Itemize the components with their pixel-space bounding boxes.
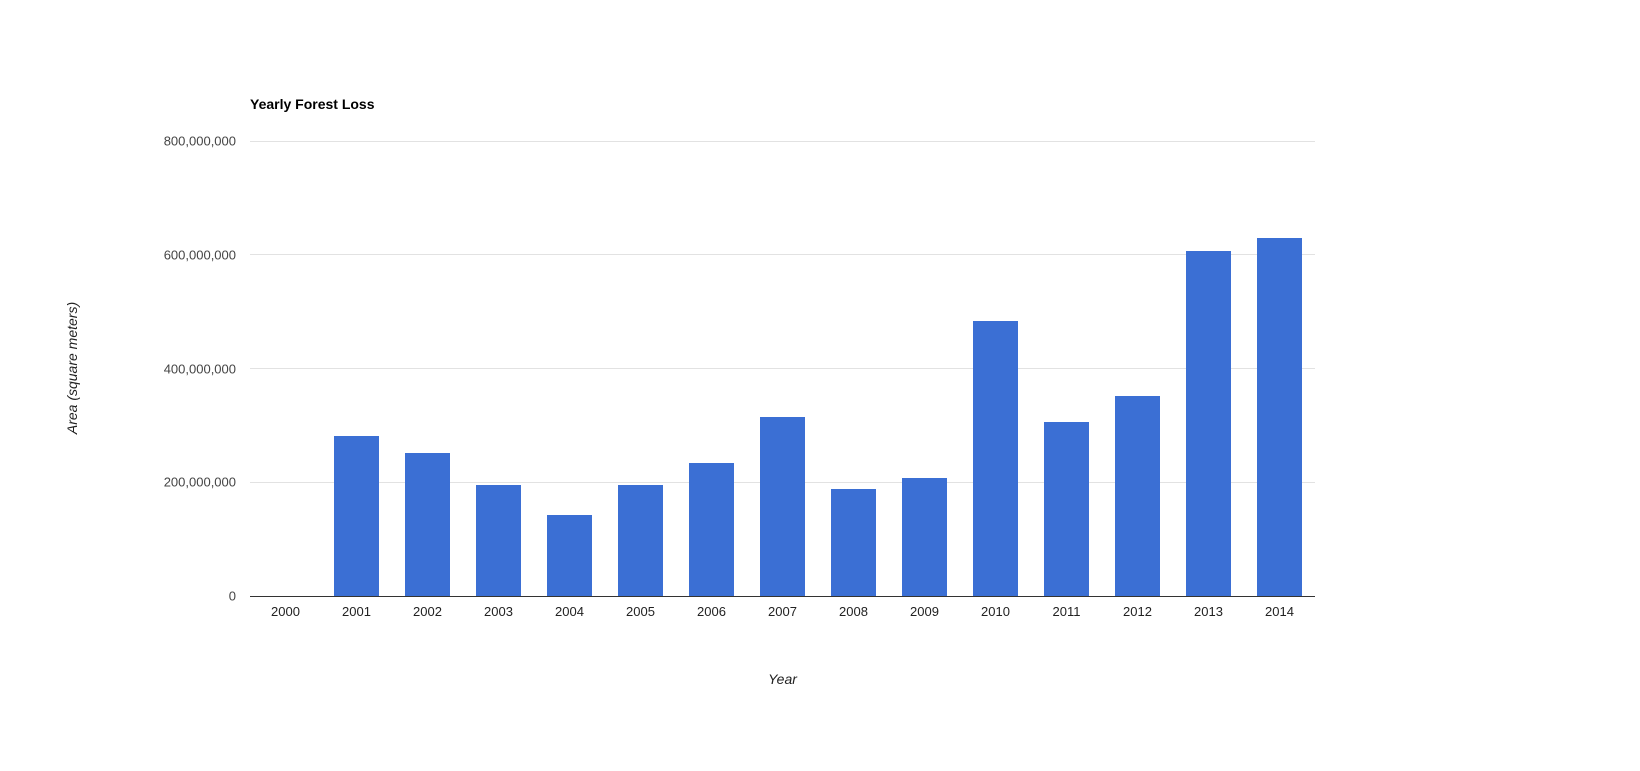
x-tick-label: 2012 <box>1123 604 1152 619</box>
x-tick-label: 2003 <box>484 604 513 619</box>
x-tick-label: 2004 <box>555 604 584 619</box>
x-tick-label: 2005 <box>626 604 655 619</box>
bar-2007[interactable] <box>760 417 805 596</box>
bar-2004[interactable] <box>547 514 592 596</box>
x-axis-baseline <box>250 596 1315 597</box>
gridline <box>250 368 1315 369</box>
bar-2008[interactable] <box>831 489 876 596</box>
x-tick-label: 2000 <box>271 604 300 619</box>
x-tick-label: 2008 <box>839 604 868 619</box>
bar-2012[interactable] <box>1115 396 1160 596</box>
bar-2009[interactable] <box>902 477 947 596</box>
bar-2001[interactable] <box>334 436 379 596</box>
x-tick-label: 2011 <box>1052 604 1081 619</box>
bar-2013[interactable] <box>1186 250 1231 596</box>
x-tick-label: 2014 <box>1265 604 1294 619</box>
gridline <box>250 140 1315 142</box>
bar-2003[interactable] <box>476 484 521 596</box>
x-tick-label: 2010 <box>981 604 1010 619</box>
x-tick-label: 2009 <box>910 604 939 619</box>
y-tick-label: 600,000,000 <box>163 247 236 263</box>
bar-2010[interactable] <box>973 321 1018 596</box>
y-tick-label: 400,000,000 <box>163 361 236 376</box>
x-axis-title: Year <box>768 671 797 687</box>
x-tick-label: 2001 <box>342 604 371 619</box>
y-axis-title: Area (square meters) <box>64 301 80 435</box>
bar-2002[interactable] <box>405 453 450 596</box>
x-tick-label: 2006 <box>697 604 726 619</box>
y-tick-label: 800,000,000 <box>163 133 236 149</box>
y-tick-label: 200,000,000 <box>163 474 236 490</box>
chart-title: Yearly Forest Loss <box>250 96 375 112</box>
bar-2006[interactable] <box>689 463 734 596</box>
y-tick-label: 0 <box>228 588 236 604</box>
x-tick-label: 2013 <box>1194 604 1223 619</box>
x-tick-label: 2007 <box>768 604 797 619</box>
plot-area: 0 200,000,000 400,000,000 600,000,000 800,00… <box>164 134 1315 619</box>
bar-2011[interactable] <box>1044 421 1089 596</box>
x-tick-label: 2002 <box>413 604 442 619</box>
bar-2014[interactable] <box>1257 237 1302 596</box>
bar-2005[interactable] <box>618 484 663 596</box>
gridline <box>250 254 1315 256</box>
